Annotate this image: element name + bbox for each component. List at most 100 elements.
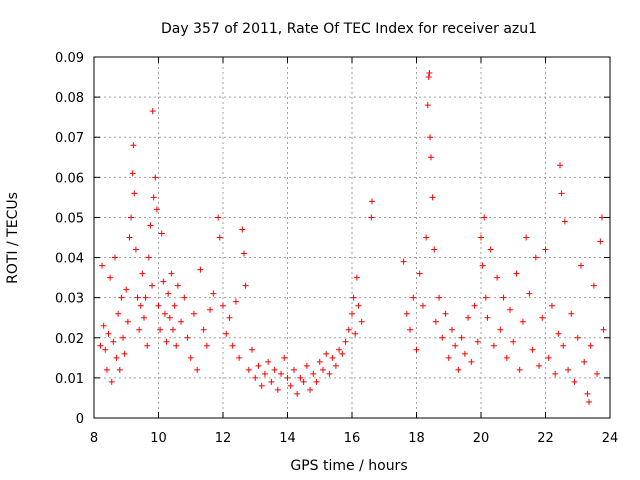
data-point xyxy=(124,318,131,325)
data-point xyxy=(574,334,581,341)
data-point xyxy=(184,334,191,341)
x-tick-label: 10 xyxy=(150,431,167,446)
data-point xyxy=(478,234,484,241)
data-point xyxy=(165,290,172,297)
x-axis-title: GPS time / hours xyxy=(290,458,407,474)
data-point xyxy=(410,294,417,301)
data-point xyxy=(350,294,357,301)
data-point xyxy=(429,194,436,201)
data-point xyxy=(487,246,494,253)
data-point xyxy=(428,154,435,161)
data-point xyxy=(187,354,194,361)
data-point xyxy=(144,342,151,349)
data-point xyxy=(519,318,526,325)
chart-title: Day 357 of 2011, Rate Of TEC Index for r… xyxy=(161,21,537,37)
data-point xyxy=(526,290,533,297)
data-point xyxy=(336,346,343,353)
data-point xyxy=(345,326,352,333)
data-point xyxy=(215,214,222,221)
data-point xyxy=(245,366,252,373)
data-point xyxy=(403,310,410,317)
data-point xyxy=(400,258,407,265)
data-point xyxy=(173,342,180,349)
data-point xyxy=(120,334,127,341)
data-point xyxy=(274,386,281,393)
data-point xyxy=(452,342,459,349)
x-tick-label: 22 xyxy=(537,431,554,446)
data-point xyxy=(216,234,223,241)
data-point xyxy=(99,262,106,269)
data-point xyxy=(568,310,575,317)
data-point xyxy=(249,346,256,353)
y-tick-label: 0.02 xyxy=(55,332,84,347)
y-tick-label: 0 xyxy=(76,412,84,427)
data-point xyxy=(513,270,520,277)
data-point xyxy=(542,246,549,253)
data-point xyxy=(258,382,265,389)
data-point xyxy=(197,266,204,273)
data-point xyxy=(500,294,507,301)
data-point xyxy=(479,262,486,269)
data-point xyxy=(194,366,201,373)
x-tick-label: 24 xyxy=(602,431,619,446)
y-tick-label: 0.04 xyxy=(55,252,84,267)
data-point xyxy=(128,214,135,221)
data-point xyxy=(516,366,523,373)
data-point xyxy=(471,302,478,309)
data-point xyxy=(149,108,156,115)
data-point xyxy=(590,282,597,289)
data-point xyxy=(105,330,112,337)
data-point xyxy=(300,378,307,385)
y-tick-label: 0.09 xyxy=(55,51,84,66)
data-point xyxy=(103,366,110,373)
data-point xyxy=(481,214,488,221)
data-point xyxy=(136,326,143,333)
y-tick-label: 0.08 xyxy=(55,91,84,106)
data-point xyxy=(455,366,462,373)
data-point xyxy=(220,302,226,309)
data-point xyxy=(137,302,144,309)
data-point xyxy=(594,370,601,377)
data-point xyxy=(439,334,446,341)
data-point xyxy=(358,318,365,325)
data-point xyxy=(461,350,468,357)
data-point xyxy=(294,390,301,397)
data-point xyxy=(458,334,465,341)
data-point xyxy=(555,330,562,337)
data-point xyxy=(323,350,330,357)
data-point xyxy=(223,330,230,337)
data-point xyxy=(145,254,152,261)
data-point xyxy=(432,318,439,325)
data-point xyxy=(190,310,197,317)
data-point xyxy=(426,70,433,77)
data-point xyxy=(368,214,375,221)
data-point xyxy=(407,326,414,333)
data-point xyxy=(174,282,181,289)
data-point xyxy=(268,378,275,385)
data-point xyxy=(339,350,346,357)
data-point xyxy=(110,338,117,345)
data-point xyxy=(494,274,501,281)
x-tick-label: 16 xyxy=(344,431,361,446)
data-point xyxy=(545,354,552,361)
data-point xyxy=(413,346,420,353)
data-point xyxy=(97,342,104,349)
data-point xyxy=(577,262,584,269)
data-point xyxy=(100,322,107,329)
data-point xyxy=(316,358,323,365)
data-point xyxy=(142,294,149,301)
data-point xyxy=(503,354,510,361)
data-point xyxy=(123,286,130,293)
data-point xyxy=(552,370,559,377)
data-point xyxy=(116,366,123,373)
data-point xyxy=(416,270,423,277)
data-point xyxy=(210,290,217,297)
data-point xyxy=(310,370,317,377)
data-point xyxy=(557,162,564,169)
data-point xyxy=(236,354,243,361)
data-point xyxy=(229,342,236,349)
data-point xyxy=(287,382,294,389)
data-point xyxy=(150,194,157,201)
data-point xyxy=(155,302,162,309)
